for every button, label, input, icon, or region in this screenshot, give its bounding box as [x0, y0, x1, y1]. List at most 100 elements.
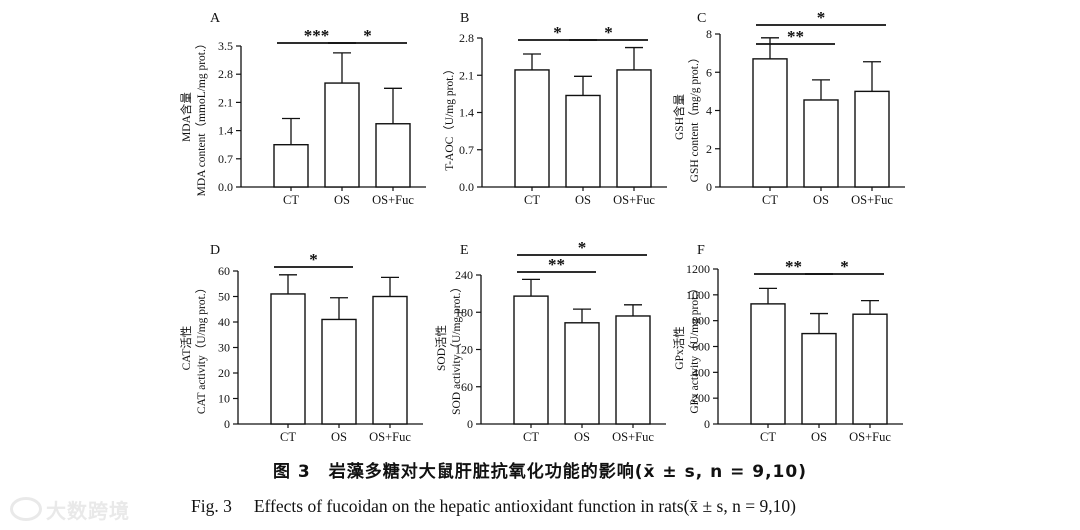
panel-label: B [460, 11, 469, 26]
y-axis-label-chinese: SOD活性 [434, 325, 448, 371]
y-tick-label: 240 [455, 268, 473, 282]
x-category-label: OS+Fuc [613, 193, 655, 207]
bar-os [803, 99, 839, 188]
y-axis-label: CAT活性 CAT activity（U/mg prot.） [179, 282, 208, 414]
significance-marker: * [363, 26, 372, 45]
panel-label: D [210, 243, 220, 258]
x-category-label: CT [283, 193, 299, 207]
significance-marker: * [553, 23, 562, 42]
x-category-label: CT [762, 193, 778, 207]
x-category-label: CT [524, 193, 540, 207]
significance-marker: * [578, 238, 587, 257]
y-tick-label: 0.7 [218, 152, 233, 166]
significance-marker: * [817, 8, 826, 27]
y-tick-label: 200 [692, 391, 710, 405]
y-tick-label: 4 [706, 104, 712, 118]
x-category-label: OS+Fuc [369, 430, 411, 444]
bar-ct [513, 295, 549, 425]
x-category-label: OS [334, 193, 350, 207]
bar-os-fuc [854, 90, 890, 188]
y-tick-label: 0 [467, 417, 473, 431]
x-category-label: OS+Fuc [372, 193, 414, 207]
bar-os-fuc [615, 315, 651, 425]
caption-english-text: Effects of fucoidan on the hepatic antio… [253, 496, 796, 516]
panel-label: E [460, 243, 469, 258]
y-tick-label: 50 [218, 290, 230, 304]
x-category-label: CT [760, 430, 776, 444]
bar-os-fuc [375, 123, 411, 188]
y-tick-label: 2.8 [218, 67, 233, 81]
bar-os-fuc [616, 69, 652, 188]
y-tick-label: 60 [461, 380, 473, 394]
bar-ct [752, 58, 788, 188]
bar-ct [273, 143, 309, 188]
y-tick-label: 8 [706, 27, 712, 41]
y-tick-label: 0.7 [459, 143, 474, 157]
significance-marker: *** [304, 26, 330, 45]
y-axis-label: GPx活性 GPx activity（U/mg prot.） [672, 282, 701, 413]
y-tick-label: 3.5 [218, 39, 233, 53]
y-tick-label: 0 [704, 417, 710, 431]
x-category-label: OS+Fuc [851, 193, 893, 207]
y-axis-label-english: SOD activity（U/mg prot.） [450, 281, 463, 415]
y-tick-label: 120 [455, 343, 473, 357]
panel-label: F [697, 243, 705, 258]
bar-ct [750, 303, 786, 425]
y-tick-label: 0 [706, 180, 712, 194]
bar-ct [514, 69, 550, 188]
y-tick-label: 0.0 [459, 180, 474, 194]
y-axis-label: MDA含量 MDA content（mmoL/mg prot.） [179, 38, 208, 197]
caption-english: Fig. 3 Effects of fucoidan on the hepatic… [191, 496, 796, 517]
significance-marker: * [840, 257, 849, 276]
bar-ct [270, 293, 306, 425]
y-axis-label: SOD活性 SOD activity（U/mg prot.） [434, 281, 463, 415]
y-tick-label: 30 [218, 341, 230, 355]
y-tick-label: 1200 [686, 262, 710, 276]
x-category-label: OS [575, 193, 591, 207]
x-category-label: OS+Fuc [849, 430, 891, 444]
caption-chinese: 图 3 岩藻多糖对大鼠肝脏抗氧化功能的影响(x̄ ± s, n = 9,10) [273, 462, 807, 482]
significance-marker: ** [548, 255, 565, 274]
y-tick-label: 2.8 [459, 31, 474, 45]
y-tick-label: 40 [218, 315, 230, 329]
y-axis-label-english: T-AOC（U/mg prot.） [443, 63, 456, 171]
y-axis-label-english: GSH content（mg/g prot.） [688, 52, 701, 183]
y-axis-label-english: GPx activity（U/mg prot.） [688, 282, 701, 413]
y-tick-label: 0 [224, 417, 230, 431]
y-tick-label: 1.4 [218, 124, 233, 138]
caption-figure-label: Fig. 3 [191, 496, 232, 516]
x-category-label: CT [523, 430, 539, 444]
y-tick-label: 1.4 [459, 106, 474, 120]
panel-label: C [697, 11, 706, 26]
x-category-label: OS [813, 193, 829, 207]
y-axis-label-chinese: GPx活性 [672, 326, 686, 369]
bar-os [565, 94, 601, 188]
chart-panel-d: 0 10 20 30 40 50 60 CT OS OS+Fuc * D CAT活性 CAT activi… [179, 243, 423, 444]
bar-os-fuc [852, 313, 888, 425]
x-category-label: CT [280, 430, 296, 444]
y-axis-label-english: MDA content（mmoL/mg prot.） [195, 38, 208, 197]
bar-os [564, 322, 600, 425]
bar-os [801, 332, 837, 425]
y-tick-label: 400 [692, 365, 710, 379]
x-category-label: OS [811, 430, 827, 444]
significance-marker: ** [785, 257, 802, 276]
y-tick-label: 800 [692, 314, 710, 328]
significance-marker: ** [787, 27, 804, 46]
y-tick-label: 10 [218, 392, 230, 406]
x-category-label: OS+Fuc [612, 430, 654, 444]
y-axis-label-english: CAT activity（U/mg prot.） [195, 282, 208, 414]
y-tick-label: 20 [218, 366, 230, 380]
y-tick-label: 2.1 [218, 95, 233, 109]
watermark: 大数跨境 [10, 495, 130, 524]
y-axis-label: T-AOC（U/mg prot.） [443, 63, 456, 171]
y-tick-label: 600 [692, 340, 710, 354]
bar-os [324, 82, 360, 188]
watermark-logo-icon [10, 497, 42, 521]
watermark-text: 大数跨境 [46, 499, 130, 523]
bar-os [321, 318, 357, 425]
y-tick-label: 2 [706, 142, 712, 156]
x-category-label: OS [574, 430, 590, 444]
